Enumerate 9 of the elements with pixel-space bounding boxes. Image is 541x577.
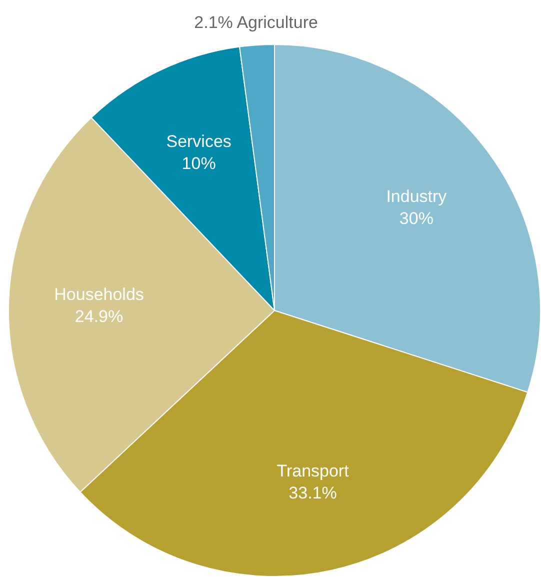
data-label: 30% [399,208,434,228]
data-label: 33.1% [288,484,337,503]
data-label: 10% [182,154,216,173]
slice-label: Transport [276,462,350,481]
slice-label: Services [166,132,232,151]
data-label: 24.9% [74,306,124,326]
slice-label: 2.1% Agriculture [194,12,318,32]
slice-label: Industry [386,186,448,206]
slice-label: Households [54,284,144,304]
